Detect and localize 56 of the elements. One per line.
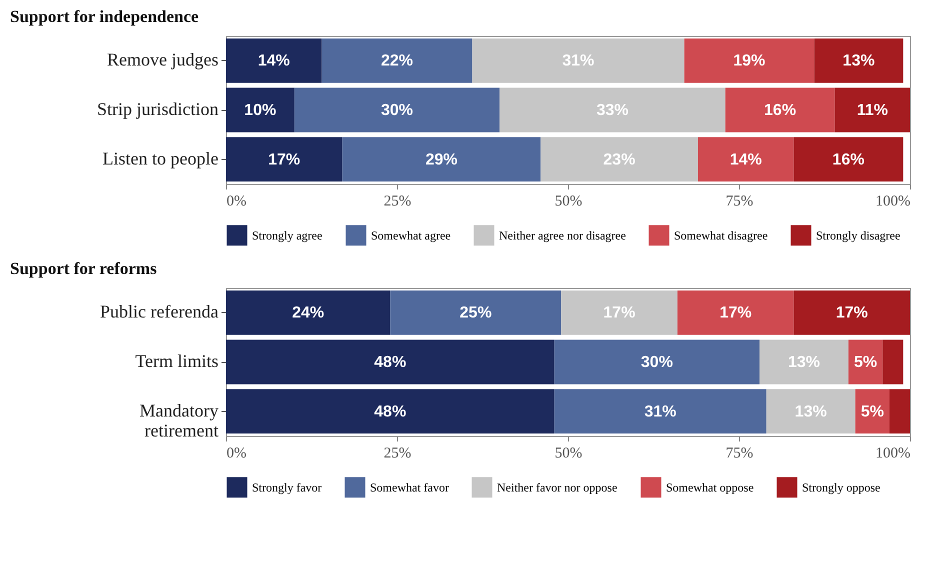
data-label: 25% (460, 304, 492, 322)
data-label: 23% (603, 151, 636, 168)
data-label: 31% (644, 403, 676, 420)
data-label: 17% (836, 304, 868, 322)
data-label: 13% (842, 52, 875, 70)
data-label: 16% (832, 151, 864, 168)
y-tick-label: Listen to people (102, 148, 218, 168)
legend-label: Strongly oppose (802, 480, 880, 494)
chart-title: Support for independence (10, 7, 200, 26)
data-label: 31% (562, 52, 594, 70)
legend-label: Neither agree nor disagree (499, 228, 626, 242)
data-label: 30% (380, 102, 414, 119)
data-label: 11% (856, 102, 888, 119)
legend-label: Neither favor nor oppose (497, 480, 618, 494)
data-label: 10% (244, 102, 276, 119)
data-label: 17% (603, 304, 636, 322)
legend-label: Strongly disagree (816, 228, 900, 242)
data-label: 16% (764, 102, 796, 119)
data-label: 5% (854, 354, 878, 371)
data-label: 13% (788, 354, 820, 371)
y-tick-label: Term limits (135, 351, 218, 371)
data-label: 17% (720, 304, 752, 322)
y-tick-label: Mandatory retirement (140, 400, 218, 440)
legend-label: Somewhat agree (371, 228, 451, 242)
legend-label: Somewhat disagree (674, 228, 768, 242)
data-label: 22% (380, 52, 414, 70)
y-tick-label: Public referenda (100, 302, 218, 322)
x-tick-label: 25% (384, 194, 412, 210)
legend-label: Somewhat favor (370, 480, 449, 494)
data-label: 33% (596, 102, 628, 119)
x-tick-label: 100% (876, 446, 910, 462)
y-tick-label: Strip jurisdiction (97, 99, 218, 119)
x-tick-label: 75% (726, 446, 754, 462)
data-label: 30% (640, 354, 673, 371)
data-label: 17% (268, 151, 300, 168)
data-label: 24% (292, 304, 324, 322)
x-tick-label: 25% (384, 446, 412, 462)
x-tick-label: 0% (226, 446, 246, 462)
legend-label: Strongly agree (252, 228, 322, 242)
data-label: 5% (860, 403, 884, 420)
data-label: 48% (374, 403, 406, 420)
data-label: 14% (730, 151, 762, 168)
y-tick-label: Remove judges (107, 50, 218, 70)
x-tick-label: 50% (554, 446, 582, 462)
legend-label: Somewhat oppose (666, 480, 754, 494)
data-label: 19% (733, 52, 766, 70)
x-tick-label: 0% (226, 194, 246, 210)
x-tick-label: 100% (876, 194, 910, 210)
text: Support for reforms (10, 259, 158, 278)
data-label: 14% (258, 52, 290, 70)
legend-label: Strongly favor (252, 480, 322, 494)
data-label: 13% (794, 403, 827, 420)
data-label: 29% (425, 151, 458, 168)
x-tick-label: 75% (726, 194, 754, 210)
x-tick-label: 50% (554, 194, 582, 210)
data-label: 48% (374, 354, 406, 371)
